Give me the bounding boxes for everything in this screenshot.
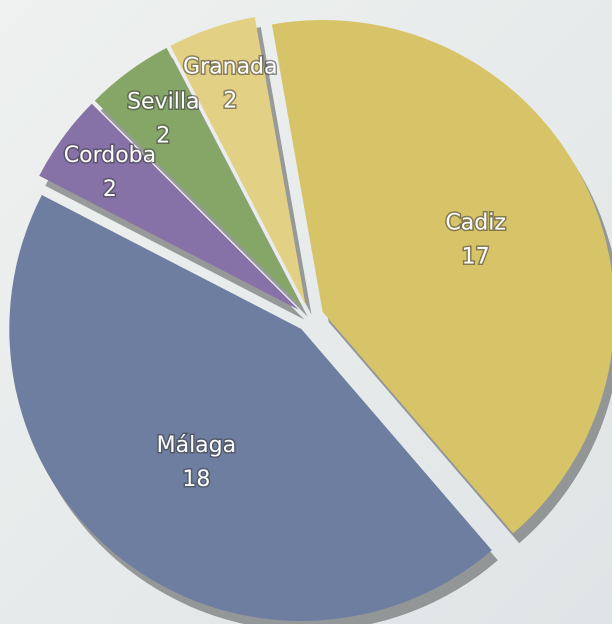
value-label: 2 <box>156 124 170 149</box>
slice-label: Málaga <box>157 433 237 458</box>
slice-label: Granada <box>183 55 277 80</box>
slice-label: Cordoba <box>64 143 156 168</box>
chart: Cadiz17Málaga18Cordoba2Sevilla2Granada2 <box>0 0 612 624</box>
value-label: 2 <box>103 177 117 202</box>
value-label: 17 <box>462 244 490 269</box>
slice-label: Sevilla <box>127 90 199 115</box>
value-label: 18 <box>182 467 210 492</box>
slice-label: Cadiz <box>445 210 505 235</box>
value-label: 2 <box>223 89 237 114</box>
